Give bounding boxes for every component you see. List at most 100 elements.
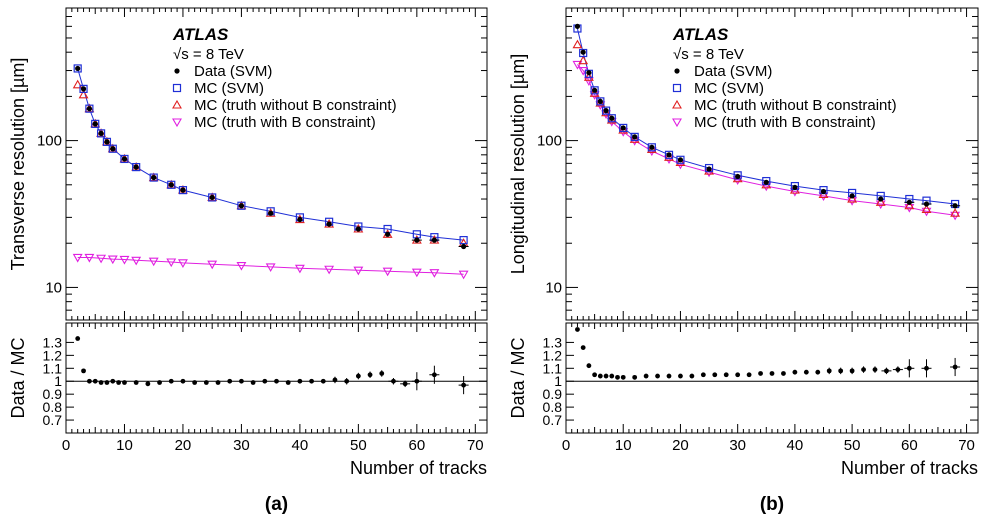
ratio-tick-label: 0.9	[543, 386, 563, 402]
x-tick-label: 70	[467, 437, 484, 454]
ratio-point	[924, 365, 929, 371]
data-point	[353, 266, 364, 276]
ratio-axis-label: Data / MC	[508, 337, 528, 418]
ratio-point	[803, 369, 809, 375]
data-point	[108, 144, 117, 153]
ratio-point	[320, 378, 326, 384]
ratio-plot-frame	[65, 322, 488, 434]
x-tick-label: 30	[729, 437, 746, 454]
ratio-tick-label: 1.1	[43, 360, 63, 376]
data-point	[592, 87, 598, 93]
ratio-tick-label: 1.2	[543, 347, 563, 363]
x-tick-label: 40	[292, 437, 309, 454]
ratio-point	[98, 380, 104, 385]
data-point	[384, 231, 391, 237]
data-point	[666, 152, 672, 158]
data-point	[878, 196, 884, 202]
ratio-tick-label: 1.3	[543, 334, 563, 350]
ratio-point	[643, 373, 649, 379]
data-point	[107, 255, 118, 265]
ratio-point	[145, 381, 151, 387]
ratio-tick-label: 1.3	[43, 334, 63, 350]
data-point	[763, 179, 769, 185]
data-point	[265, 263, 276, 272]
ratio-tick-label: 0.8	[43, 399, 63, 415]
data-point	[609, 115, 615, 121]
legend-label: MC (SVM)	[694, 80, 764, 97]
data-point	[580, 49, 586, 55]
ratio-point	[746, 372, 752, 378]
data-point	[355, 226, 361, 232]
x-tick-label: 60	[901, 437, 918, 454]
ratio-axis-label: Data / MC	[8, 337, 28, 418]
data-point	[121, 156, 128, 162]
energy-label: √s = 8 TeV	[173, 46, 244, 63]
ratio-point	[884, 368, 889, 374]
x-axis-label: Number of tracks	[350, 458, 487, 478]
energy-label: √s = 8 TeV	[673, 46, 744, 63]
ratio-tick-label: 1.1	[543, 360, 563, 376]
data-point	[238, 203, 245, 209]
data-point	[268, 210, 274, 216]
data-point	[646, 144, 657, 154]
data-point	[664, 152, 674, 161]
data-point	[297, 216, 303, 223]
data-point	[324, 265, 335, 275]
data-point	[875, 197, 886, 206]
data-point	[120, 154, 129, 164]
ratio-point	[367, 372, 373, 378]
data-point	[208, 193, 217, 202]
panel-label: (b)	[760, 494, 784, 515]
ratio-point	[104, 380, 110, 385]
data-point	[294, 264, 305, 274]
ratio-point	[122, 380, 127, 385]
data-point	[151, 174, 157, 181]
x-tick-label: 0	[562, 437, 570, 454]
ratio-point	[666, 373, 672, 379]
data-point	[209, 194, 215, 201]
ratio-point	[735, 372, 741, 378]
data-point	[431, 237, 437, 243]
data-point	[590, 86, 599, 95]
data-point	[906, 199, 912, 205]
x-tick-label: 0	[62, 437, 70, 454]
ratio-point	[700, 372, 706, 378]
ratio-point	[402, 381, 408, 387]
ratio-point	[75, 336, 81, 341]
ratio-plot-frame	[565, 322, 979, 434]
data-point	[579, 48, 588, 58]
x-tick-label: 10	[116, 437, 133, 454]
legend-label: Data (SVM)	[194, 63, 272, 80]
ratio-point	[180, 378, 186, 384]
data-point	[80, 86, 87, 92]
data-point	[133, 164, 139, 170]
x-tick-label: 20	[175, 437, 192, 454]
ratio-point	[157, 380, 162, 385]
ratio-point	[712, 372, 718, 378]
data-point	[601, 106, 611, 115]
data-point	[952, 203, 958, 209]
data-point	[91, 119, 100, 128]
data-point	[574, 23, 581, 29]
ratio-point	[952, 364, 958, 370]
data-point	[236, 261, 247, 271]
data-point	[414, 237, 420, 243]
data-point	[79, 84, 88, 93]
data-point	[578, 55, 589, 65]
ratio-point	[872, 367, 878, 372]
legend-marker	[174, 68, 180, 74]
data-point	[732, 173, 743, 183]
ratio-tick-label: 1	[554, 373, 562, 389]
ratio-point	[309, 378, 314, 384]
data-point	[166, 258, 177, 268]
legend-marker	[172, 118, 182, 128]
y-tick-label: 10	[45, 279, 62, 296]
ratio-point	[781, 371, 786, 376]
ratio-point	[632, 374, 638, 380]
data-point	[675, 157, 686, 166]
ratio-tick-label: 0.8	[543, 399, 563, 415]
ratio-point	[203, 380, 209, 385]
x-axis-label: Number of tracks	[841, 458, 978, 478]
data-point	[119, 255, 130, 265]
